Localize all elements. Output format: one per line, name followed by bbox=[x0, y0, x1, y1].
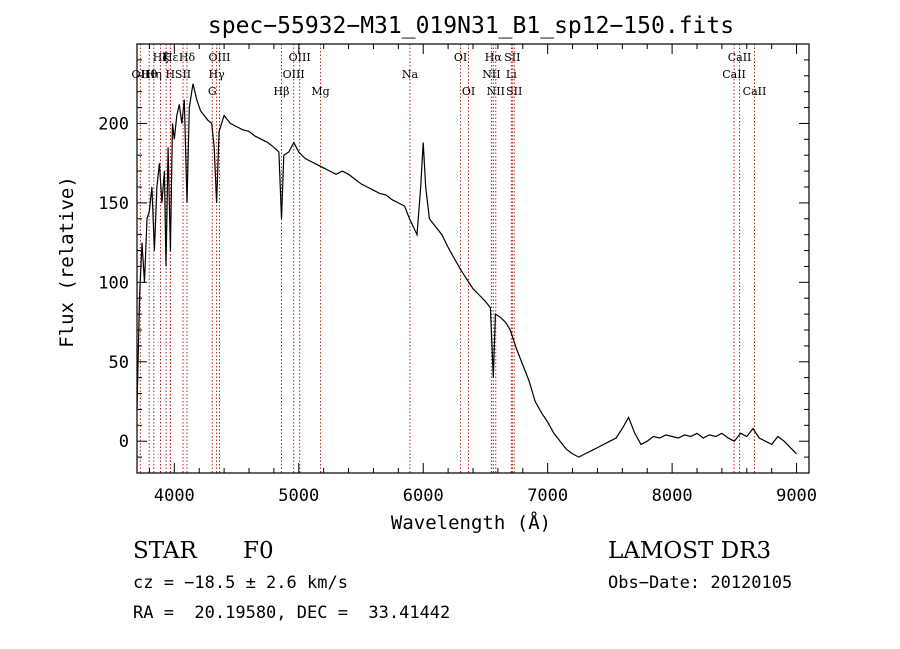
y-tick-label: 200 bbox=[98, 114, 129, 134]
spectral-line-label: NII bbox=[487, 85, 505, 98]
spectral-line-label: OIII bbox=[208, 51, 230, 64]
spectral-line-label: CaII bbox=[722, 68, 746, 81]
observation-date: Obs−Date: 20120105 bbox=[608, 573, 793, 593]
spectral-line-label: SII bbox=[175, 68, 191, 81]
spectral-line-label: Na bbox=[402, 68, 419, 81]
spectral-line-label: G bbox=[208, 85, 217, 98]
spectral-line-label: Mg bbox=[311, 85, 329, 98]
object-subclass: F0 bbox=[243, 538, 274, 564]
x-axis-ticks: 4000 5000 6000 7000 8000 9000 bbox=[148, 44, 817, 506]
y-tick-label: 100 bbox=[98, 273, 129, 293]
x-tick-label: 7000 bbox=[527, 486, 568, 506]
x-tick-label: 9000 bbox=[776, 486, 817, 506]
spectral-line-label: OIII bbox=[283, 68, 305, 81]
spectral-line-label: CaII bbox=[728, 51, 752, 64]
y-tick-label: 50 bbox=[109, 353, 129, 373]
chart-title: spec−55932−M31_019N31_B1_sp12−150.fits bbox=[208, 13, 734, 39]
spectral-line-label: OIII bbox=[289, 51, 311, 64]
object-class: STAR bbox=[133, 538, 197, 564]
survey-name: LAMOST DR3 bbox=[608, 538, 772, 564]
spectral-line-label: NII bbox=[482, 68, 500, 81]
spectral-line-label: K bbox=[162, 51, 171, 64]
y-tick-label: 150 bbox=[98, 194, 129, 214]
spectral-line-label: OI bbox=[454, 51, 467, 64]
spectrum-line bbox=[136, 83, 798, 458]
spectral-line-label: OII bbox=[132, 68, 150, 81]
x-tick-label: 6000 bbox=[403, 486, 444, 506]
plot-frame bbox=[136, 43, 810, 474]
y-axis-label: Flux (relative) bbox=[56, 176, 78, 348]
spectral-line-label: SII bbox=[506, 85, 522, 98]
spectral-line-label: Li bbox=[506, 68, 517, 81]
spectral-line-label: OI bbox=[462, 85, 475, 98]
coordinates: RA = 20.19580, DEC = 33.41442 bbox=[133, 603, 451, 623]
x-axis-label: Wavelength (Å) bbox=[391, 511, 551, 534]
x-tick-label: 4000 bbox=[154, 486, 195, 506]
x-tick-label: 8000 bbox=[652, 486, 693, 506]
spectral-line-markers bbox=[139, 44, 755, 473]
y-axis-ticks: 0 50 100 150 200 bbox=[98, 59, 809, 458]
spectral-line-label: Hε bbox=[163, 51, 179, 64]
spectral-line-label: H bbox=[166, 68, 176, 81]
spectral-line-label: Hδ bbox=[179, 51, 196, 64]
spectral-line-label: CaII bbox=[743, 85, 767, 98]
spectral-line-label: Hγ bbox=[209, 68, 226, 81]
x-tick-label: 5000 bbox=[278, 486, 319, 506]
redshift-velocity: cz = −18.5 ± 2.6 km/s bbox=[133, 573, 348, 593]
spectral-line-label: Hα bbox=[485, 51, 503, 64]
spectral-line-label: SII bbox=[504, 51, 520, 64]
spectral-line-label: Hβ bbox=[274, 85, 290, 98]
spectral-line-label: Hη bbox=[146, 68, 162, 81]
y-tick-label: 0 bbox=[119, 432, 129, 452]
spectral-line-label: Hζ bbox=[153, 51, 169, 64]
spectral-line-label: Hθ bbox=[141, 68, 158, 81]
